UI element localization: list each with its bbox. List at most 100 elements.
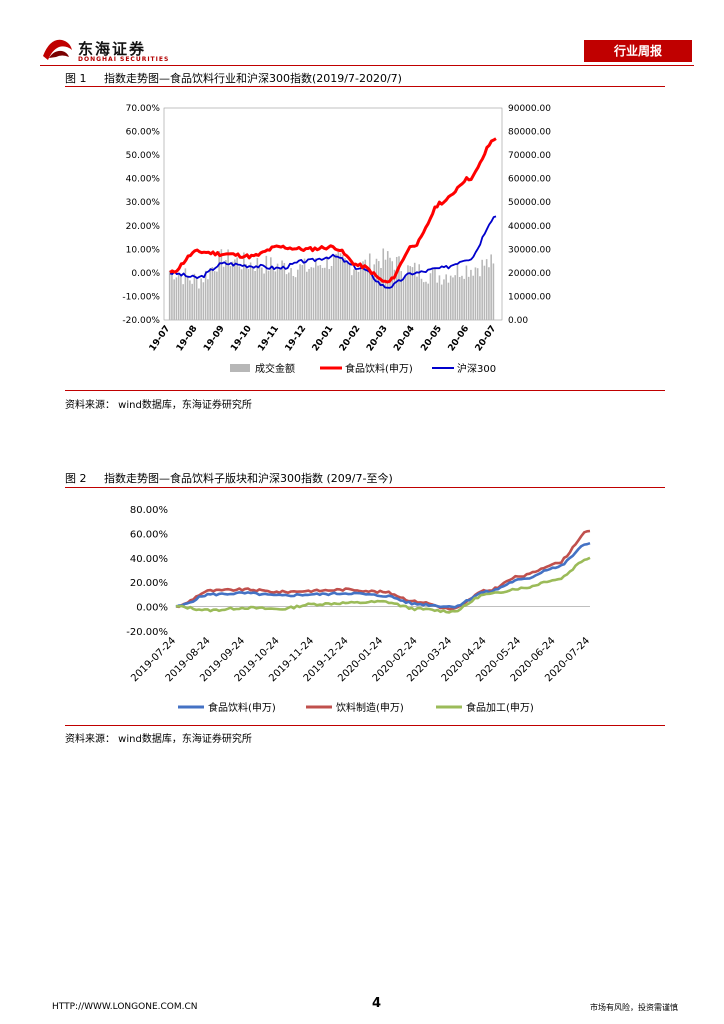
header-divider [40, 65, 694, 66]
volume-bar [312, 267, 315, 320]
volume-bar [204, 270, 207, 320]
legend-label: 沪深300 [457, 362, 496, 375]
legend-swatch [230, 364, 250, 372]
y-right-tick-label: 50000.00 [508, 198, 551, 208]
volume-bar [364, 259, 367, 320]
x-tick-label: 19-07 [148, 324, 173, 353]
y-right-tick-label: 0.00 [508, 316, 528, 326]
volume-bar [234, 259, 236, 320]
volume-bar [173, 279, 175, 320]
volume-bar [189, 280, 191, 320]
volume-bar [321, 267, 324, 320]
x-tick-label: 20-02 [338, 324, 363, 353]
volume-bar [443, 279, 445, 320]
volume-bar [297, 269, 299, 320]
y-tick-label: 0.00% [136, 603, 168, 614]
volume-bar [355, 268, 358, 320]
figure2-caption: 图 2 指数走势图—食品饮料子版块和沪深300指数 (209/7-至今) [65, 470, 665, 486]
figure2-caption-number: 图 2 [65, 472, 87, 485]
legend-label: 食品饮料(申万) [345, 362, 413, 375]
volume-bar [270, 257, 272, 320]
volume-bar [380, 267, 382, 320]
report-type-badge: 行业周报 [584, 40, 692, 62]
volume-bar [184, 268, 187, 320]
volume-bar [326, 256, 328, 320]
volume-bar [324, 267, 326, 320]
volume-bar [357, 271, 360, 320]
volume-bar [422, 282, 425, 320]
volume-bar [335, 253, 337, 320]
volume-bar [238, 266, 241, 320]
volume-bar [272, 266, 274, 320]
y-tick-label: 80.00% [130, 505, 168, 516]
volume-bar [236, 257, 238, 320]
volume-bar [337, 251, 340, 320]
volume-bar [353, 269, 355, 320]
volume-bar [317, 265, 319, 320]
volume-bar [193, 273, 196, 320]
company-name-en: DONGHAI SECURITIES [78, 56, 170, 63]
company-logo-icon [43, 39, 72, 60]
volume-bar [301, 265, 304, 320]
y-right-tick-label: 60000.00 [508, 175, 551, 185]
y-right-tick-label: 30000.00 [508, 245, 551, 255]
y-left-tick-label: 50.00% [126, 151, 161, 161]
series-line [175, 541, 591, 609]
volume-bar [472, 275, 474, 320]
x-tick-label: 20-06 [447, 324, 472, 353]
footer-url[interactable]: HTTP://WWW.LONGONE.COM.CN [52, 1002, 198, 1012]
volume-bar [315, 258, 317, 320]
x-tick-label: 20-07 [474, 324, 499, 353]
volume-bar [225, 260, 227, 320]
volume-bar [344, 258, 346, 320]
volume-bar [411, 267, 414, 320]
volume-bar [252, 267, 254, 320]
volume-bar [409, 266, 412, 320]
figure2-caption-rule [65, 487, 665, 488]
volume-bar [247, 269, 250, 320]
volume-bar [285, 274, 288, 320]
volume-bar [413, 262, 416, 320]
volume-bar [308, 268, 310, 320]
volume-bar [310, 267, 313, 320]
x-tick-label: 19-08 [175, 324, 200, 353]
volume-bar [213, 271, 216, 320]
figure1-chart: 70.00% 60.00% 50.00% 40.00% 30.00% 20.00% 10.0… [122, 104, 551, 375]
y-tick-label: -20.00% [126, 627, 168, 638]
volume-bar [299, 264, 301, 320]
volume-bar [431, 267, 434, 320]
figure1-caption-number: 图 1 [65, 72, 87, 85]
volume-bar [366, 268, 369, 320]
volume-bar [485, 259, 488, 320]
volume-bar [240, 269, 243, 320]
figure1-caption: 图 1 指数走势图—食品饮料行业和沪深300指数(2019/7-2020/7) [65, 70, 665, 86]
volume-bar [375, 258, 378, 320]
x-tick-label: 19-11 [256, 324, 281, 353]
figure2-chart: 80.00%60.00%40.00%20.00%0.00%-20.00%2019… [126, 505, 592, 714]
volume-bar [373, 264, 376, 320]
figure1-caption-text: 指数走势图—食品饮料行业和沪深300指数(2019/7-2020/7) [104, 72, 402, 85]
volume-bar [398, 256, 400, 320]
volume-bar [445, 274, 447, 320]
company-name: 东海证券 [78, 40, 147, 58]
volume-bar [207, 279, 209, 320]
volume-bar [371, 272, 373, 320]
volume-bar [256, 258, 259, 320]
x-tick-label: 20-05 [419, 324, 444, 353]
volume-bar [254, 270, 256, 320]
volume-bar [216, 271, 218, 320]
volume-bar [402, 277, 405, 320]
volume-bar [281, 260, 283, 320]
y-left-tick-label: 10.00% [126, 245, 161, 255]
volume-bar [470, 269, 472, 320]
volume-bar [389, 257, 391, 320]
volume-bar [330, 265, 333, 320]
volume-bar [454, 275, 456, 320]
x-tick-label: 20-04 [392, 324, 417, 353]
volume-bar [288, 272, 290, 320]
volume-bar [386, 251, 389, 320]
y-left-tick-label: 20.00% [126, 222, 161, 232]
volume-bar [476, 268, 479, 320]
page-number: 4 [372, 996, 382, 1011]
volume-bar [348, 263, 351, 320]
